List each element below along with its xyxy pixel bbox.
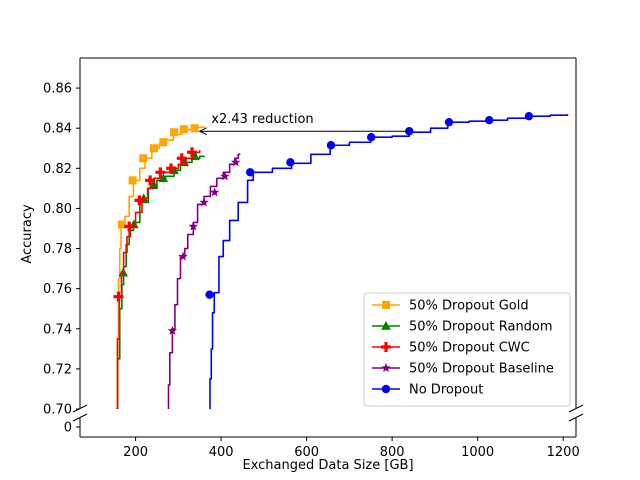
data-point	[145, 175, 156, 186]
axis-ticks: 200 400 600 800 1000 1200 0.70 0.72 0.74 0.76 0.78…	[43, 82, 580, 460]
break-mark-right-upper	[568, 404, 584, 413]
legend-marker	[381, 321, 391, 330]
data-point	[230, 157, 241, 167]
legend-marker	[381, 384, 391, 394]
y-tick-label: 0.76	[43, 282, 72, 297]
legend-item: 50% Dropout Random	[372, 320, 553, 335]
legend-label: No Dropout	[409, 383, 483, 398]
data-point	[139, 154, 148, 163]
data-point	[170, 128, 179, 137]
legend-marker	[382, 301, 390, 309]
x-axis-label: Exchanged Data Size [GB]	[242, 458, 413, 473]
data-point	[178, 251, 188, 261]
data-point	[190, 124, 199, 133]
data-point	[524, 111, 534, 121]
legend-label: 50% Dropout Baseline	[409, 362, 554, 377]
y-tick-label-zero: 0	[64, 421, 72, 436]
data-point	[187, 147, 198, 158]
y-tick-label: 0.86	[43, 82, 72, 97]
y-tick-label: 0.82	[43, 162, 72, 177]
annotation-arrow-head	[198, 127, 207, 136]
series-line	[116, 150, 201, 409]
legend: 50% Dropout Gold 50% Dropout Random 50% Dr…	[363, 292, 571, 407]
data-point	[176, 153, 187, 164]
legend-label: 50% Dropout CWC	[409, 341, 530, 356]
data-point	[117, 220, 126, 229]
x-tick-label: 600	[294, 445, 319, 460]
legend-label: 50% Dropout Gold	[409, 299, 529, 314]
series-4	[205, 111, 569, 409]
y-axis-label: Accuracy	[20, 204, 35, 264]
data-point	[155, 167, 166, 178]
legend-item: No Dropout	[372, 383, 483, 398]
x-tick-label: 400	[209, 445, 234, 460]
annotation: x2.43 reduction	[198, 112, 410, 136]
x-tick-label: 1200	[547, 445, 580, 460]
legend-marker	[381, 363, 391, 373]
data-point	[188, 221, 199, 231]
data-point	[485, 115, 494, 125]
data-point	[179, 125, 188, 134]
x-tick-label: 200	[123, 445, 148, 460]
data-point	[366, 133, 376, 142]
legend-item: 50% Dropout CWC	[372, 341, 530, 356]
legend-label: 50% Dropout Random	[409, 320, 553, 335]
legend-item: 50% Dropout Gold	[372, 299, 529, 314]
data-point	[167, 325, 178, 335]
x-tick-label: 1000	[461, 445, 494, 460]
data-point	[128, 176, 137, 185]
legend-item: 50% Dropout Baseline	[372, 362, 554, 377]
data-point	[286, 158, 295, 167]
series-3	[167, 153, 241, 409]
break-mark-left-lower	[72, 413, 88, 422]
legend-box	[363, 292, 571, 407]
data-point	[134, 195, 145, 206]
y-tick-label: 0.80	[43, 202, 72, 217]
y-tick-label: 0.70	[43, 403, 72, 418]
data-point	[113, 291, 124, 302]
data-point	[220, 171, 230, 181]
data-point	[159, 138, 168, 147]
series-2	[113, 147, 201, 409]
data-point	[149, 144, 158, 153]
data-point	[199, 197, 209, 207]
data-point	[444, 117, 454, 127]
data-point	[166, 163, 177, 174]
y-tick-label: 0.74	[43, 322, 72, 337]
data-point	[124, 221, 135, 232]
data-point	[209, 187, 220, 197]
annotation-text: x2.43 reduction	[211, 112, 313, 127]
y-tick-label: 0.72	[43, 362, 72, 377]
series-layer	[113, 111, 569, 409]
data-point	[158, 173, 169, 183]
data-point	[245, 168, 255, 177]
data-point	[326, 141, 336, 150]
y-tick-label: 0.84	[43, 122, 72, 137]
data-point	[205, 290, 214, 299]
plot-frame	[79, 57, 577, 409]
x-tick-label: 800	[380, 445, 405, 460]
legend-marker	[381, 342, 391, 352]
series-0	[116, 124, 205, 409]
y-tick-label: 0.78	[43, 242, 72, 257]
break-mark-right-lower	[568, 413, 584, 422]
